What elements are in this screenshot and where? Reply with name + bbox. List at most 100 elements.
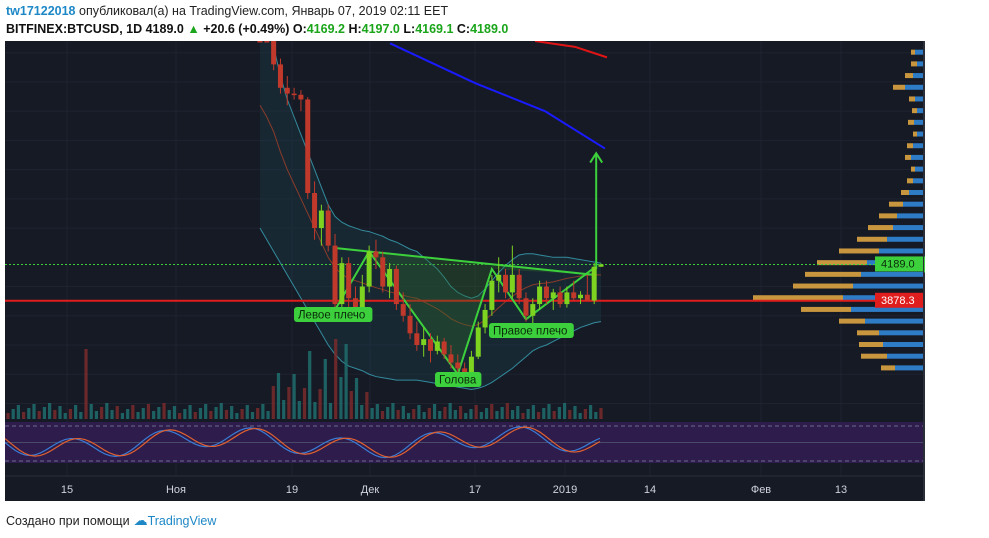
- candle-body: [598, 264, 604, 267]
- candle-body: [257, 41, 263, 43]
- volume-profile-bar: [917, 131, 923, 137]
- volume-bar: [198, 408, 203, 419]
- candle-body: [530, 304, 536, 316]
- time-axis-tick: Ноя: [166, 484, 186, 496]
- volume-bar: [146, 404, 151, 419]
- volume-bar: [344, 344, 348, 419]
- bollinger-upper: [259, 17, 602, 299]
- volume-profile-bar: [913, 143, 923, 149]
- volume-profile-bar: [911, 154, 923, 160]
- head-label-bg: [435, 372, 482, 387]
- high-label: H:: [348, 22, 362, 36]
- candle-body: [284, 87, 290, 94]
- volume-bar: [266, 411, 270, 419]
- volume-profile-bar: [865, 318, 923, 324]
- volume-profile-bar: [913, 73, 923, 79]
- symbol-header: BITFINEX:BTCUSD, 1D 4189.0 ▲ +20.6 (+0.4…: [6, 22, 508, 36]
- chart-area[interactable]: 6000.05750.05500.05250.05000.04750.04500…: [4, 17, 967, 501]
- volume-profile-bar: [913, 131, 917, 137]
- volume-bar: [27, 408, 31, 419]
- candle-body: [489, 280, 495, 310]
- head-shoulders-path: [334, 249, 595, 377]
- candle-body: [578, 294, 584, 299]
- volume-profile-bar: [889, 201, 903, 207]
- price-chart[interactable]: 6000.05750.05500.05250.05000.04750.04500…: [4, 17, 967, 501]
- publish-header: tw17122018 опубликовал(а) на TradingView…: [6, 4, 448, 18]
- tradingview-logo-icon[interactable]: ☁: [133, 512, 148, 528]
- volume-bar: [240, 409, 244, 419]
- volume-bar: [152, 411, 156, 419]
- up-arrow-icon: ▲: [187, 22, 200, 36]
- bollinger-band-fill: [260, 17, 601, 390]
- volume-bar: [505, 403, 509, 419]
- volume-profile-bar: [897, 213, 923, 219]
- volume-profile-bar: [801, 306, 851, 312]
- candle-body: [509, 274, 515, 293]
- volume-bar: [167, 410, 171, 419]
- volume-profile-bar: [913, 178, 923, 184]
- volume-profile-bar: [907, 143, 913, 149]
- head-label: Голова: [439, 375, 477, 387]
- candle-body: [291, 93, 297, 96]
- bollinger-lower: [259, 227, 602, 390]
- candle-body: [482, 309, 488, 328]
- volume-profile-bar: [861, 271, 923, 277]
- volume-bar: [599, 408, 603, 419]
- volume-bar: [94, 411, 99, 419]
- volume-bar: [427, 408, 431, 419]
- volume-bar: [360, 405, 364, 419]
- volume-bar: [287, 387, 291, 419]
- volume-bar: [594, 412, 598, 419]
- candle-body: [584, 294, 590, 301]
- created-with-text: Создано при помощи: [6, 513, 130, 528]
- candle-body: [380, 257, 386, 287]
- symbol-label: BITFINEX:BTCUSD, 1D: [6, 22, 143, 36]
- pattern-fill: [335, 247, 595, 375]
- ma-red: [534, 40, 608, 59]
- low-label: L:: [403, 22, 416, 36]
- volume-profile-bar: [817, 260, 867, 266]
- volume-bar: [120, 413, 125, 419]
- volume-bar: [42, 407, 47, 419]
- volume-profile-bar: [881, 365, 895, 371]
- volume-profile-bar: [883, 342, 923, 347]
- volume-bar: [178, 413, 182, 419]
- volume-bar: [308, 351, 312, 419]
- volume-bar: [438, 411, 442, 419]
- volume-bar: [328, 403, 333, 419]
- volume-bar: [53, 410, 57, 419]
- volume-profile-bar: [853, 283, 923, 289]
- volume-bar: [276, 373, 281, 419]
- candle-body: [400, 304, 406, 316]
- close-value: 4189.0: [470, 22, 509, 36]
- volume-bar: [422, 412, 426, 419]
- volume-bar: [282, 400, 286, 419]
- volume-bar: [370, 408, 374, 419]
- volume-bar: [74, 405, 78, 419]
- candle-body: [571, 292, 577, 299]
- candle-body: [387, 269, 393, 287]
- volume-bar: [162, 403, 166, 419]
- volume-bar: [573, 406, 577, 419]
- volume-profile-bar: [901, 190, 909, 195]
- candle-body: [557, 292, 563, 305]
- candle-body: [305, 99, 311, 193]
- candle-body: [298, 94, 304, 100]
- volume-profile-bar: [903, 201, 923, 207]
- volume-bar: [448, 403, 452, 419]
- volume-profile-bar: [861, 353, 887, 359]
- volume-profile-bar: [911, 49, 915, 55]
- last-price-badge-text: 4189.0: [881, 258, 915, 270]
- candle-body: [462, 368, 468, 375]
- volume-profile-bar: [907, 178, 913, 184]
- volume-bar: [100, 407, 104, 419]
- username-link[interactable]: tw17122018: [6, 4, 76, 18]
- tradingview-brand-link[interactable]: TradingView: [147, 513, 217, 528]
- volume-profile-bar: [859, 342, 883, 347]
- volume-bar: [157, 407, 161, 419]
- published-text: опубликовал(а) на TradingView.com, Январ…: [79, 4, 449, 18]
- volume-bar: [479, 412, 483, 419]
- volume-bar: [256, 408, 260, 419]
- volume-bar: [115, 406, 119, 419]
- candle-body: [468, 356, 474, 375]
